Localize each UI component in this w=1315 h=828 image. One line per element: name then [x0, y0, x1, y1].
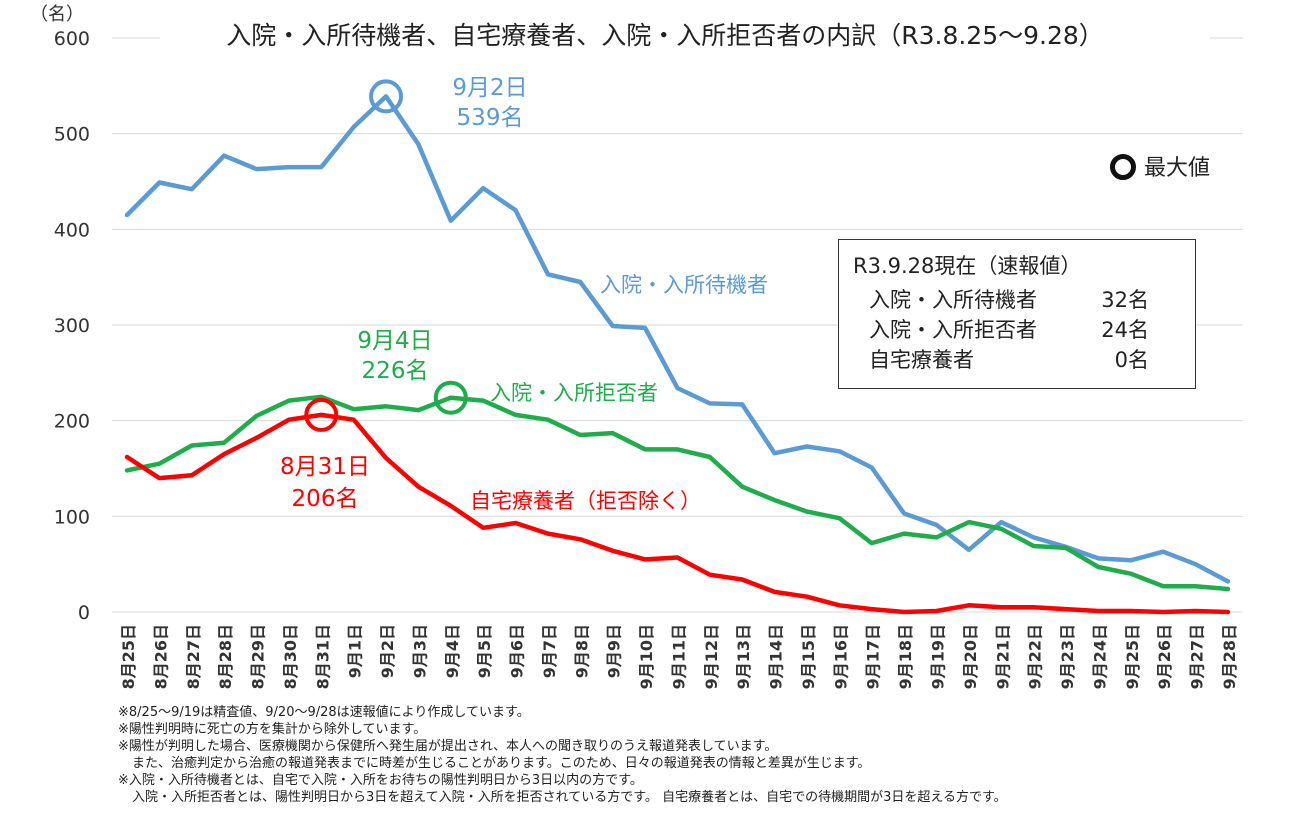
footnote: ※入院・入所待機者とは、自宅で入院・入所をお待ちの陽性判明日から3日以内の方です…: [118, 773, 643, 788]
y-axis-ticks: 0 100 200 300 400 500 600: [54, 28, 90, 624]
series-label: 入院・入所拒否者: [490, 381, 658, 405]
chart-title: 入院・入所待機者、自宅療養者、入院・入所拒否者の内訳（R3.8.25～9.28）: [226, 21, 1104, 50]
series-label: 入院・入所待機者: [600, 273, 768, 297]
footnote: ※陽性判明時に死亡の方を集計から除外しています。: [118, 722, 427, 737]
peak-marker: [369, 79, 404, 114]
x-tick-label: 8月30日: [281, 624, 300, 689]
x-tick-label: 8月26日: [151, 624, 170, 689]
x-tick-label: 9月3日: [410, 624, 429, 678]
x-tick-label: 9月8日: [572, 624, 591, 678]
series-line: [124, 94, 1231, 584]
peak-date-label: 8月31日: [280, 454, 370, 480]
series-line: [124, 394, 1231, 592]
x-tick-label: 9月22日: [1026, 624, 1045, 689]
x-tick-label: 9月27日: [1188, 624, 1207, 689]
y-tick-label: 0: [78, 602, 90, 624]
x-axis-ticks: 8月25日 8月26日 8月27日 8月28日 8月29日 8月30日 8月31日 9月1日 9…: [119, 624, 1239, 689]
x-tick-label: 8月25日: [119, 624, 138, 689]
y-tick-label: 600: [54, 28, 90, 50]
y-tick-label: 500: [54, 124, 90, 146]
x-tick-label: 9月6日: [508, 624, 527, 678]
y-tick-label: 300: [54, 315, 90, 337]
peak-markers: [304, 79, 468, 432]
x-tick-label: 9月14日: [767, 624, 786, 689]
summary-row-label: 入院・入所拒否者: [869, 318, 1037, 342]
y-tick-label: 200: [54, 411, 90, 433]
x-tick-label: 9月1日: [346, 624, 365, 678]
x-tick-label: 9月25日: [1123, 624, 1142, 689]
summary-row-value: 24名: [1101, 318, 1149, 342]
footnote: ※8/25～9/19は精査値、9/20～9/28は速報値により作成しています。: [118, 705, 530, 720]
x-tick-label: 9月12日: [702, 624, 721, 689]
summary-row-value: 32名: [1101, 288, 1149, 312]
x-tick-label: 9月11日: [669, 624, 688, 689]
x-tick-label: 9月2日: [378, 624, 397, 678]
x-tick-label: 9月23日: [1058, 624, 1077, 689]
x-tick-label: 9月21日: [993, 624, 1012, 689]
x-tick-label: 8月31日: [313, 624, 332, 689]
x-tick-label: 9月10日: [637, 624, 656, 689]
x-tick-label: 9月18日: [896, 624, 915, 689]
x-tick-label: 9月20日: [961, 624, 980, 689]
x-tick-label: 9月7日: [540, 624, 559, 678]
line-chart: 0 100 200 300 400 500 600 8月25日 8月26日 8月27日 8月28日…: [30, 4, 1243, 689]
x-tick-label: 9月13日: [734, 624, 753, 689]
x-tick-label: 9月4日: [443, 624, 462, 678]
summary-row-value: 0名: [1114, 348, 1149, 372]
peak-marker: [304, 397, 339, 432]
annotations: 9月2日 539名 9月4日 226名 8月31日 206名 入院・入所待機者入院・入所拒否…: [280, 75, 768, 513]
y-axis-label: （名）: [30, 4, 84, 25]
series-lines: [124, 94, 1231, 615]
peak-date-label: 9月4日: [357, 328, 432, 354]
summary-row-label: 入院・入所待機者: [869, 288, 1037, 312]
max-marker-icon: [1110, 154, 1136, 180]
legend-max-label: 最大値: [1144, 156, 1211, 181]
x-tick-label: 9月28日: [1220, 624, 1239, 689]
summary-box: R3.9.28現在（速報値） 入院・入所待機者 32名 入院・入所拒否者 24名…: [838, 239, 1196, 389]
x-tick-label: 9月24日: [1090, 624, 1109, 689]
series-label: 自宅療養者（拒否除く）: [470, 489, 701, 513]
x-tick-label: 9月19日: [929, 624, 948, 689]
x-tick-label: 9月16日: [831, 624, 850, 689]
footnote: ※陽性が判明した場合、医療機関から保健所へ発生届が提出され、本人への聞き取りのう…: [118, 739, 778, 754]
x-tick-label: 8月29日: [249, 624, 268, 689]
peak-value-label: 206名: [292, 486, 359, 512]
footnote: また、治癒判定から治癒の報道発表までに時差が生じることがあります。このため、日々…: [132, 756, 871, 771]
x-tick-label: 8月28日: [216, 624, 235, 689]
peak-value-label: 539名: [457, 105, 524, 131]
x-tick-label: 8月27日: [184, 624, 203, 689]
x-tick-label: 9月26日: [1155, 624, 1174, 689]
footnote: 入院・入所拒否者とは、陽性判明日から3日を超えて入院・入所を拒否されている方です…: [132, 790, 1007, 805]
x-tick-label: 9月9日: [605, 624, 624, 678]
gridlines: [112, 37, 1243, 613]
peak-date-label: 9月2日: [452, 75, 527, 101]
x-tick-label: 9月15日: [799, 624, 818, 689]
y-tick-label: 400: [54, 219, 90, 241]
x-tick-label: 9月17日: [864, 624, 883, 689]
footnotes: ※8/25～9/19は精査値、9/20～9/28は速報値により作成しています。 …: [118, 704, 1007, 806]
summary-row-label: 自宅療養者: [869, 348, 974, 372]
peak-marker: [433, 380, 468, 415]
summary-title: R3.9.28現在（速報値）: [853, 254, 1082, 278]
peak-value-label: 226名: [362, 358, 429, 384]
y-tick-label: 100: [54, 506, 90, 528]
series-line: [124, 412, 1231, 615]
x-tick-label: 9月5日: [475, 624, 494, 678]
